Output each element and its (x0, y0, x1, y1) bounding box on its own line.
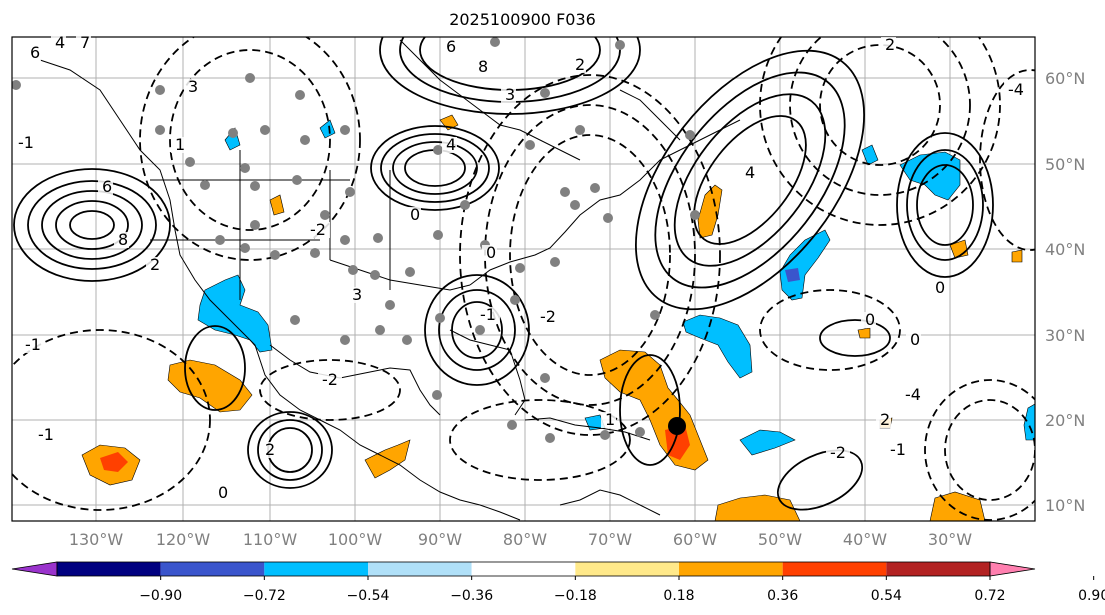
filled-anomaly-regions (81, 114, 1035, 521)
contour-label: -1 (18, 133, 34, 152)
contour-label: 2 (575, 55, 585, 74)
colorbar: −0.90 −0.72 −0.54 −0.36 −0.18 0.18 0.36 0.54 0.7… (11, 561, 1105, 604)
colorbar-tick-label: 0.72 (974, 588, 1005, 604)
contour-label: 8 (118, 230, 128, 249)
lon-label: 40°W (843, 530, 887, 549)
contour-label: -2 (322, 370, 338, 389)
lat-label: 30°N (1045, 326, 1085, 345)
contour-label: 2 (150, 255, 160, 274)
map-border (11, 36, 1036, 522)
colorbar-segment (886, 562, 990, 576)
station-markers (12, 37, 700, 443)
colorbar-extend-low (11, 561, 58, 577)
colorbar-segment (782, 562, 887, 576)
contour-label: 1 (175, 135, 185, 154)
contour-label: -2 (830, 443, 846, 462)
colorbar-tick-label: 0.90 (1078, 588, 1105, 604)
map-area (12, 37, 1035, 521)
contour-label: 6 (446, 37, 456, 56)
contour-label: 1 (605, 410, 615, 429)
lon-label: 110°W (243, 530, 298, 549)
contour-labels: 64 7326832-24680-1-1-2-42402300-10-1120-2… (14, 33, 1028, 502)
contour-label: 0 (865, 310, 875, 329)
contour-label: 6 (30, 43, 40, 62)
contour-label: 3 (505, 85, 515, 104)
lon-label: 130°W (69, 530, 124, 549)
contour-label: -1 (25, 335, 41, 354)
colorbar-segment (160, 562, 265, 576)
colorbar-segment (679, 562, 783, 576)
lon-label: 50°W (758, 530, 802, 549)
contour-label: 4 (446, 135, 456, 154)
solid-contours (13, 37, 994, 511)
contour-label: 0 (410, 205, 420, 224)
lon-label: 90°W (418, 530, 462, 549)
colorbar-segment (57, 562, 161, 576)
contour-label: 0 (486, 243, 496, 262)
lat-label: 60°N (1045, 69, 1085, 88)
colorbar-extend-high (989, 561, 1036, 577)
contour-label: -2 (310, 220, 326, 239)
contour-label: -1 (38, 425, 54, 444)
contour-label: -4 (1008, 80, 1024, 99)
latitude-labels: 60°N 50°N 40°N 30°N 20°N 10°N (1045, 69, 1085, 515)
lat-label: 40°N (1045, 240, 1085, 259)
contour-label: -1 (480, 305, 496, 324)
contour-label: 4 (745, 163, 755, 182)
colorbar-tick-label: −0.36 (450, 588, 493, 604)
colorbar-segment (264, 562, 368, 576)
contour-label: 7 (80, 33, 90, 52)
colorbar-tick-label: −0.18 (554, 588, 597, 604)
lon-label: 120°W (156, 530, 211, 549)
colorbar-segment (575, 562, 679, 576)
contour-label: 0 (218, 483, 228, 502)
contour-label: 2 (885, 35, 895, 54)
contour-label: 2 (265, 440, 275, 459)
contour-label: 0 (910, 330, 920, 349)
coastlines (39, 39, 741, 521)
lat-label: 50°N (1045, 155, 1085, 174)
colorbar-tick-label: 0.18 (663, 588, 694, 604)
lon-label: 80°W (503, 530, 547, 549)
lat-label: 10°N (1045, 496, 1085, 515)
plot-title: 2025100900 F036 (449, 10, 596, 29)
longitude-labels: 130°W 120°W 110°W 100°W 90°W 80°W 70°W 60°W 50°W… (69, 530, 972, 549)
contour-label: -4 (905, 385, 921, 404)
colorbar-segment (471, 562, 576, 576)
lon-label: 70°W (588, 530, 632, 549)
contour-label: 2 (880, 410, 890, 429)
lon-label: 30°W (928, 530, 972, 549)
contour-label: 0 (935, 278, 945, 297)
colorbar-tick-label: 0.36 (767, 588, 798, 604)
lon-label: 60°W (673, 530, 717, 549)
contour-label: 3 (188, 77, 198, 96)
contour-label: 8 (478, 57, 488, 76)
contour-label: -1 (890, 440, 906, 459)
colorbar-tick-label: −0.90 (139, 588, 182, 604)
contour-label: 3 (352, 285, 362, 304)
colorbar-tick-label: −0.72 (243, 588, 286, 604)
colorbar-tick-label: −0.54 (347, 588, 390, 604)
contour-label: 6 (102, 177, 112, 196)
colorbar-segment (368, 562, 472, 576)
lon-label: 100°W (328, 530, 383, 549)
colorbar-tick-label: 0.54 (871, 588, 902, 604)
contour-label: -2 (540, 307, 556, 326)
contour-label: 4 (55, 33, 65, 52)
lat-label: 20°N (1045, 411, 1085, 430)
storm-center-marker (668, 417, 686, 435)
